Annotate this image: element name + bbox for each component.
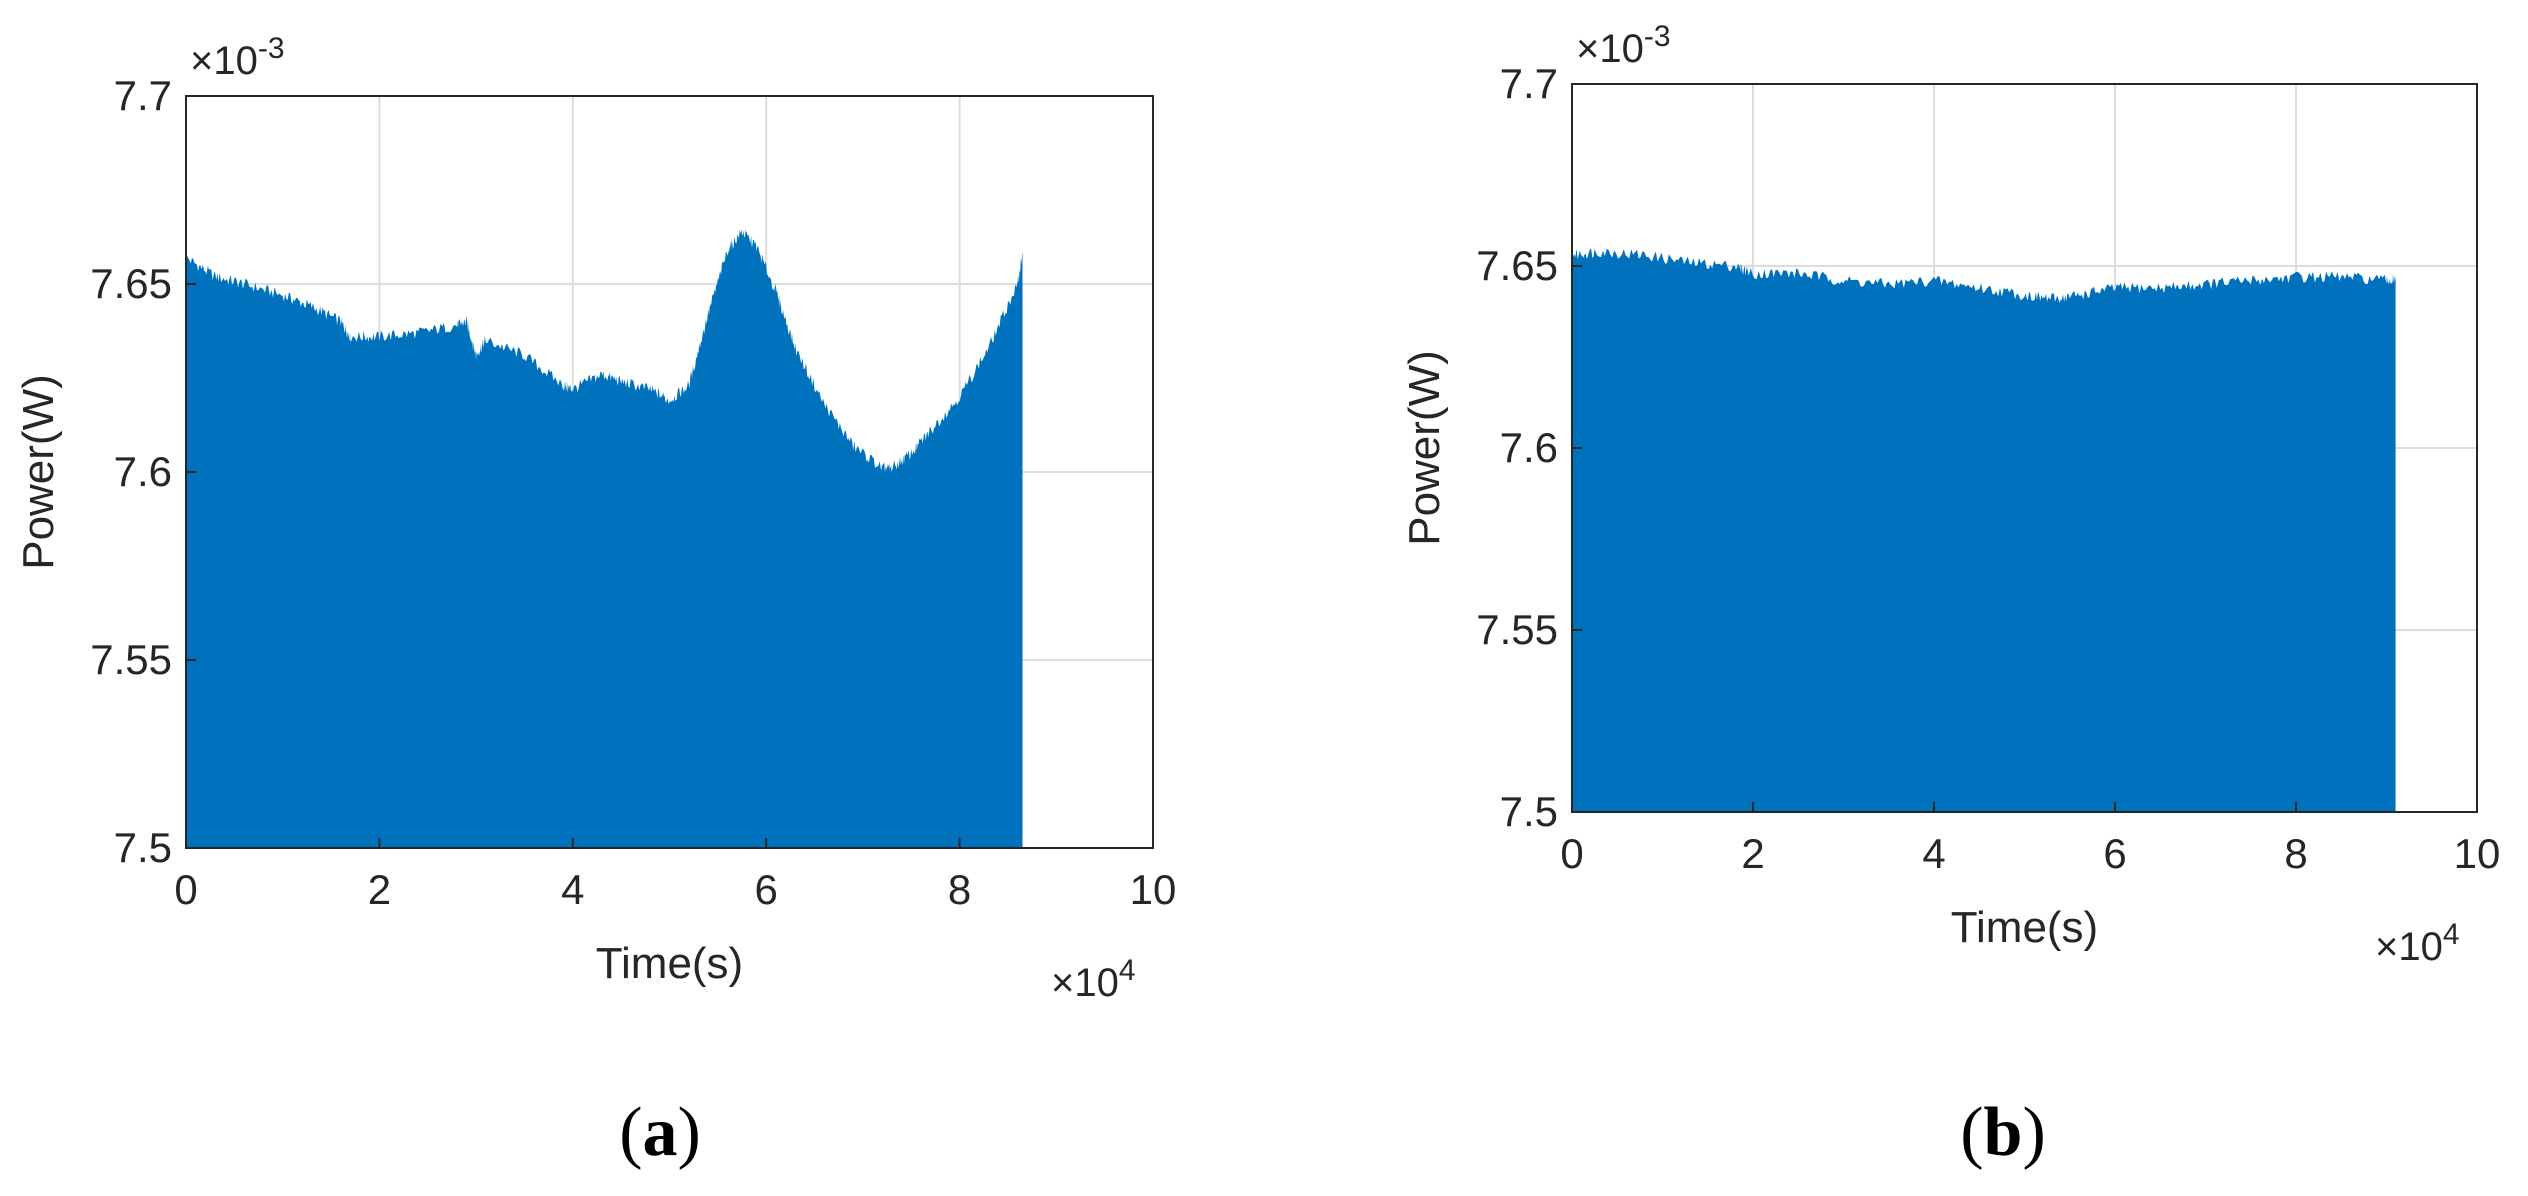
x-tick-label: 2 bbox=[368, 866, 391, 913]
power-area-series bbox=[1572, 248, 2396, 813]
chart-panel-a: 0 2 4 6 8 10 7.5 7.55 7.6 7.65 7.7 Time(s) Power(W) ×… bbox=[14, 32, 1176, 1171]
y-axis-label: Power(W) bbox=[1400, 350, 1449, 546]
y-tick-label: 7.6 bbox=[114, 448, 172, 495]
y-tick-label: 7.7 bbox=[1500, 60, 1558, 107]
x-tick-label: 0 bbox=[1560, 830, 1583, 877]
chart-panel-b: 0 2 4 6 8 10 7.5 7.55 7.6 7.65 7.7 Time(s) Power(W) ×… bbox=[1400, 20, 2500, 1171]
x-tick-label: 6 bbox=[2103, 830, 2126, 877]
panel-label: (b) bbox=[1960, 1094, 2046, 1171]
y-axis-label: Power(W) bbox=[14, 374, 63, 570]
y-tick-label: 7.65 bbox=[1476, 242, 1558, 289]
x-tick-label: 8 bbox=[2284, 830, 2307, 877]
x-multiplier: ×104 bbox=[1051, 954, 1136, 1005]
x-axis-label: Time(s) bbox=[596, 939, 743, 988]
x-axis-label: Time(s) bbox=[1951, 903, 2098, 952]
y-tick-label: 7.65 bbox=[90, 260, 172, 307]
y-tick-label: 7.55 bbox=[1476, 606, 1558, 653]
x-multiplier: ×104 bbox=[2375, 918, 2460, 969]
x-tick-label: 6 bbox=[755, 866, 778, 913]
x-tick-label: 8 bbox=[948, 866, 971, 913]
x-tick-label: 10 bbox=[2454, 830, 2501, 877]
x-tick-label: 10 bbox=[1130, 866, 1177, 913]
panel-label: (a) bbox=[619, 1094, 701, 1171]
x-tick-label: 4 bbox=[1922, 830, 1945, 877]
y-tick-label: 7.5 bbox=[1500, 788, 1558, 835]
x-tick-label: 0 bbox=[174, 866, 197, 913]
y-tick-label: 7.7 bbox=[114, 72, 172, 119]
y-tick-label: 7.5 bbox=[114, 824, 172, 871]
y-tick-label: 7.55 bbox=[90, 636, 172, 683]
y-multiplier: ×10-3 bbox=[190, 32, 285, 83]
y-tick-label: 7.6 bbox=[1500, 424, 1558, 471]
power-area-series bbox=[186, 229, 1023, 848]
y-multiplier: ×10-3 bbox=[1576, 20, 1671, 71]
x-tick-label: 2 bbox=[1741, 830, 1764, 877]
x-tick-label: 4 bbox=[561, 866, 584, 913]
